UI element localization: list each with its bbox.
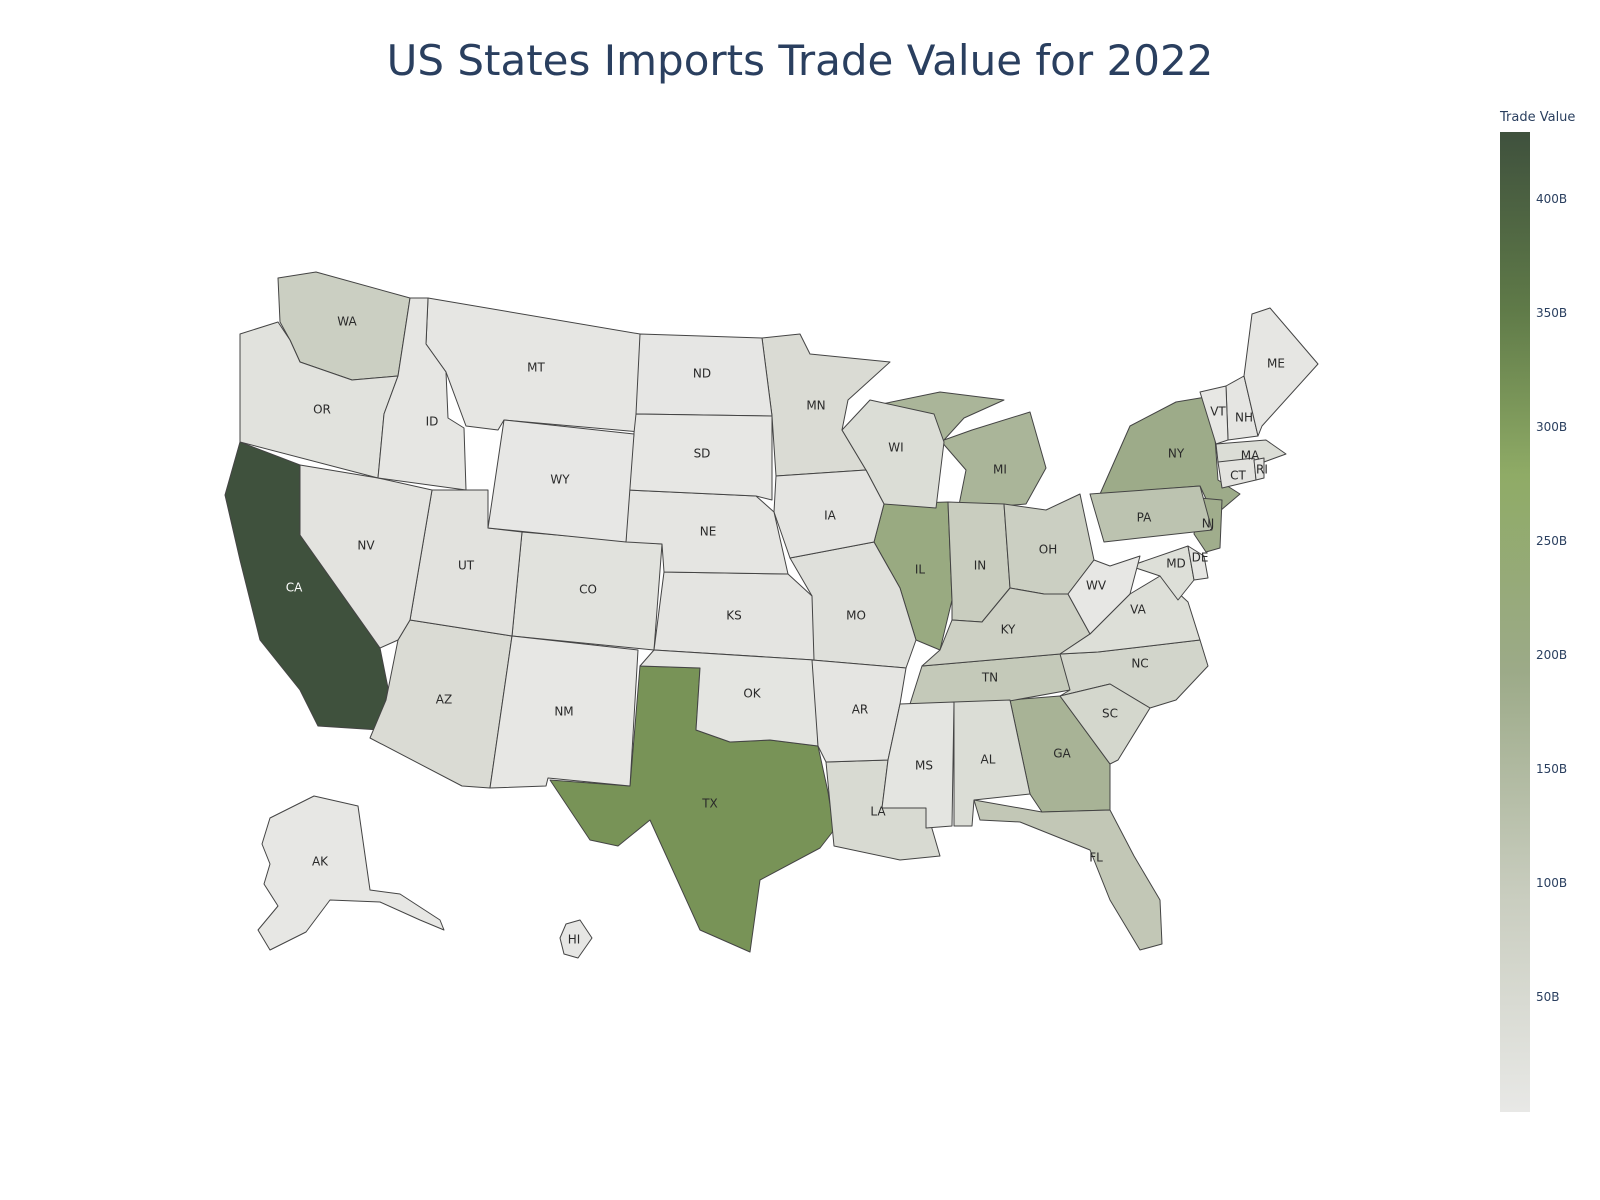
state-de[interactable] [1187,545,1209,581]
state-sc[interactable] [1059,683,1151,765]
state-ne[interactable] [625,489,789,575]
state-id[interactable] [377,297,467,491]
colorbar-tick-label: 200B [1536,648,1568,663]
state-az[interactable] [369,619,513,789]
state-ct[interactable] [1217,457,1257,489]
state-nd[interactable] [635,333,773,417]
state-wy[interactable] [487,419,635,543]
state-fl[interactable] [973,799,1163,951]
state-wv[interactable] [1067,555,1141,635]
state-ms[interactable] [881,701,955,829]
colorbar-title: Trade Value [1500,110,1576,125]
state-ks[interactable] [653,571,815,661]
state-al[interactable] [953,699,1031,827]
state-sd[interactable] [627,413,773,501]
colorbar-tick-label: 250B [1536,534,1568,549]
colorbar-tick-label: 400B [1536,192,1568,207]
state-mt[interactable] [425,297,641,433]
state-mn[interactable] [761,333,891,477]
state-nm[interactable] [489,635,639,789]
map-title: US States Imports Trade Value for 2022 [386,36,1214,85]
state-nv[interactable] [299,464,433,649]
state-pa[interactable] [1089,485,1213,543]
colorbar-tick-label: 100B [1536,876,1568,891]
state-hi[interactable] [559,919,593,959]
state-me[interactable] [1243,307,1319,437]
colorbar-tick-label: 50B [1536,990,1560,1005]
state-ny[interactable] [1099,395,1241,517]
state-vt[interactable] [1199,385,1229,445]
colorbar-tick-label: 150B [1536,762,1568,777]
state-co[interactable] [511,531,663,651]
state-ri[interactable] [1253,457,1265,481]
state-md[interactable] [1129,545,1195,601]
state-ak[interactable] [257,795,445,951]
colorbar-tick-label: 300B [1536,420,1568,435]
colorbar-tick-label: 350B [1536,306,1568,321]
state-ma[interactable] [1215,439,1287,463]
colorbar [1500,132,1530,1112]
